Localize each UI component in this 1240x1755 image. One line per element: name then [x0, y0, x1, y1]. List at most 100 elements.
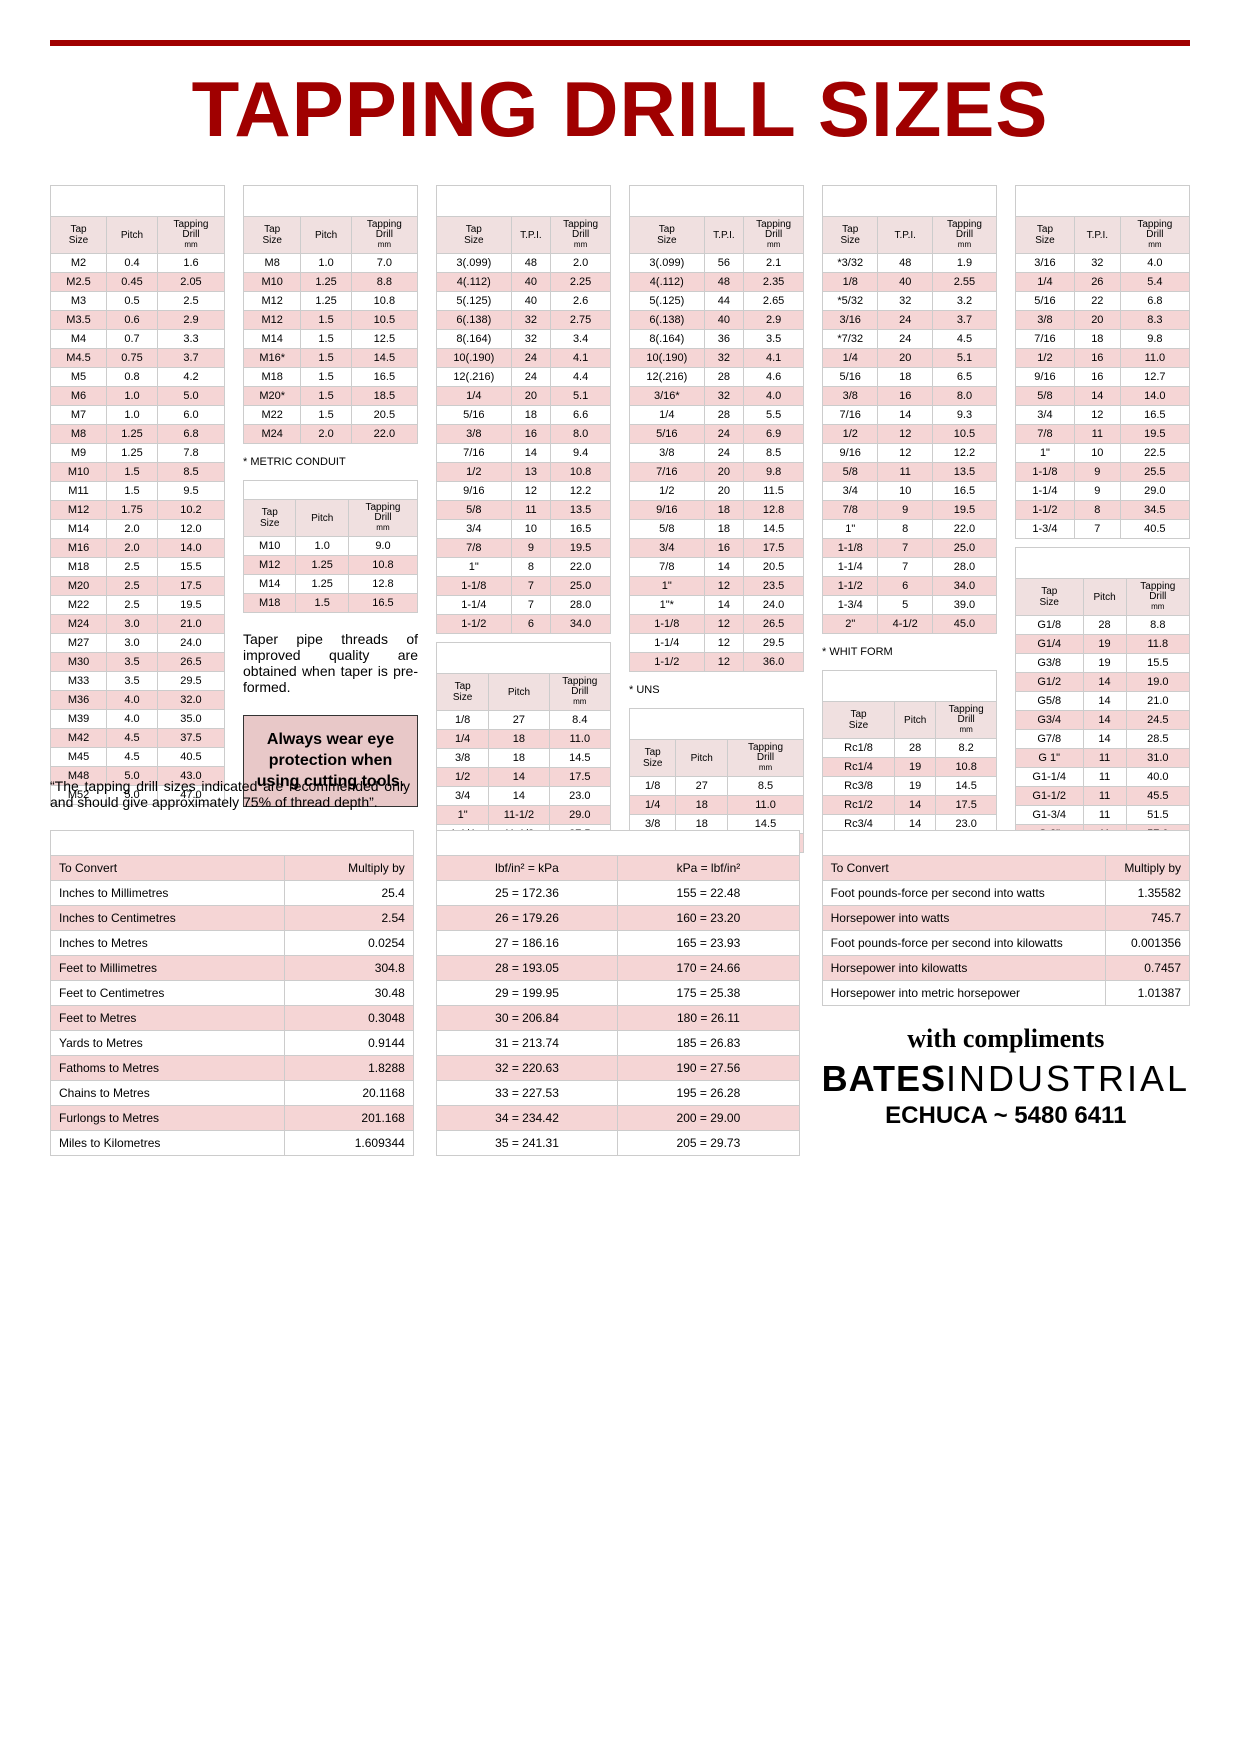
cell: 34.5	[1120, 501, 1189, 520]
col-header: TapSize	[51, 217, 107, 254]
cell: Rc1/2	[823, 796, 895, 815]
cell: 14	[895, 796, 936, 815]
cell: 3.7	[157, 349, 224, 368]
cell: lbf/in² = kPa	[436, 856, 617, 881]
cell: 5/8	[630, 520, 705, 539]
cell: 1.75	[107, 501, 158, 520]
col-header: TappingDrillmm	[348, 500, 417, 537]
cell: 6(.138)	[630, 311, 705, 330]
table-row: G1-1/21145.5	[1016, 787, 1190, 806]
cell: 1"*	[630, 596, 705, 615]
cell: 36	[704, 330, 744, 349]
col-header: T.P.I.	[878, 217, 932, 254]
cell: 18	[704, 520, 744, 539]
table-row: M243.021.0	[51, 615, 225, 634]
table-row: M20.41.6	[51, 254, 225, 273]
table-row: 7/8919.5	[823, 501, 997, 520]
cell: 7.8	[157, 444, 224, 463]
cell: 32	[704, 349, 744, 368]
conv-row: 27 = 186.16165 = 23.93	[436, 931, 799, 956]
cell: 14.5	[549, 749, 610, 768]
cell: 9/16	[823, 444, 878, 463]
cell: M3.5	[51, 311, 107, 330]
cell: M45	[51, 748, 107, 767]
cell: 7/8	[823, 501, 878, 520]
table-row: 3/16*324.0	[630, 387, 804, 406]
table-row: 9/161212.2	[437, 482, 611, 501]
cell: 1.8288	[284, 1056, 413, 1081]
cell: 8	[511, 558, 551, 577]
cell: 25.0	[932, 539, 996, 558]
cell: 32	[511, 330, 551, 349]
table-nptf: NPTF(Taper) DRYSEALTapSizePitchTappingDr…	[436, 642, 611, 844]
cell: M36	[51, 691, 107, 710]
cell: 16.5	[932, 482, 996, 501]
cell: 3/16*	[630, 387, 705, 406]
cell: Horsepower into watts	[822, 906, 1106, 931]
col-header: TappingDrillmm	[1126, 579, 1189, 616]
cell: 11	[511, 501, 551, 520]
table-row: 1-1/8725.0	[823, 539, 997, 558]
table-row: M121.510.5	[244, 311, 418, 330]
cell: kPa = lbf/in²	[618, 856, 799, 881]
cell: 28.0	[551, 596, 611, 615]
table-row: 1"822.0	[437, 558, 611, 577]
cell: 12	[511, 482, 551, 501]
cell: 9.4	[551, 444, 611, 463]
col-header: TappingDrillmm	[351, 217, 417, 254]
table-row: M142.012.0	[51, 520, 225, 539]
table-row: 7/16149.4	[437, 444, 611, 463]
cell: 1-1/8	[1016, 463, 1075, 482]
cell: 12	[878, 444, 932, 463]
cell: Miles to Kilometres	[51, 1131, 285, 1156]
cell: 16.5	[551, 520, 611, 539]
conv-row: 26 = 179.26160 = 23.20	[436, 906, 799, 931]
col-header: TappingDrillmm	[932, 217, 996, 254]
cell: 2.54	[284, 906, 413, 931]
table-row: M111.59.5	[51, 482, 225, 501]
cell: 18	[489, 730, 549, 749]
cell: 5.1	[932, 349, 996, 368]
cell: Rc3/8	[823, 777, 895, 796]
table-bsf: BSF(British Standard Fine)TapSizeT.P.I.T…	[1015, 185, 1190, 539]
col-header: Pitch	[895, 702, 936, 739]
col-header: TapSize	[244, 217, 301, 254]
cell: M14	[244, 330, 301, 349]
cell: 1/4	[630, 406, 705, 425]
cell: 8	[878, 520, 932, 539]
cell: 8.0	[932, 387, 996, 406]
cell: 26.5	[157, 653, 224, 672]
cell: 39.0	[932, 596, 996, 615]
cell: 2.55	[932, 273, 996, 292]
cell: 11.0	[549, 730, 610, 749]
cell: Multiply by	[284, 856, 413, 881]
table-row: M121.7510.2	[51, 501, 225, 520]
cell: 45.5	[1126, 787, 1189, 806]
cell: 1-1/2	[823, 577, 878, 596]
cell: 1-1/8	[630, 615, 705, 634]
cell: M18	[244, 594, 296, 613]
cell: 1/2	[823, 425, 878, 444]
table-spark: SPARK PLUGTapSizePitchTappingDrillmmM101…	[243, 480, 418, 613]
cell: 19	[895, 758, 936, 777]
cell: 27	[489, 711, 549, 730]
table-row: M222.519.5	[51, 596, 225, 615]
conv-head-row: To ConvertMultiply by	[822, 856, 1189, 881]
cell: 7	[1074, 520, 1120, 539]
cell: 33 = 227.53	[436, 1081, 617, 1106]
cell: 1/8	[630, 777, 676, 796]
table-row: M2.50.452.05	[51, 273, 225, 292]
cell: 34.0	[551, 615, 611, 634]
table-row: 1-1/4728.0	[823, 558, 997, 577]
table-row: 7/16209.8	[630, 463, 804, 482]
cell: 1/8	[437, 711, 489, 730]
conv-row: 28 = 193.05170 = 24.66	[436, 956, 799, 981]
cell: 9/16	[437, 482, 512, 501]
table-row: G1/41911.8	[1016, 635, 1190, 654]
cell: G7/8	[1016, 730, 1084, 749]
cell: 28	[704, 406, 744, 425]
table-row: G3/41424.5	[1016, 711, 1190, 730]
cell: M24	[244, 425, 301, 444]
cell: 10(.190)	[630, 349, 705, 368]
conv-row: Feet to Metres0.3048	[51, 1006, 414, 1031]
